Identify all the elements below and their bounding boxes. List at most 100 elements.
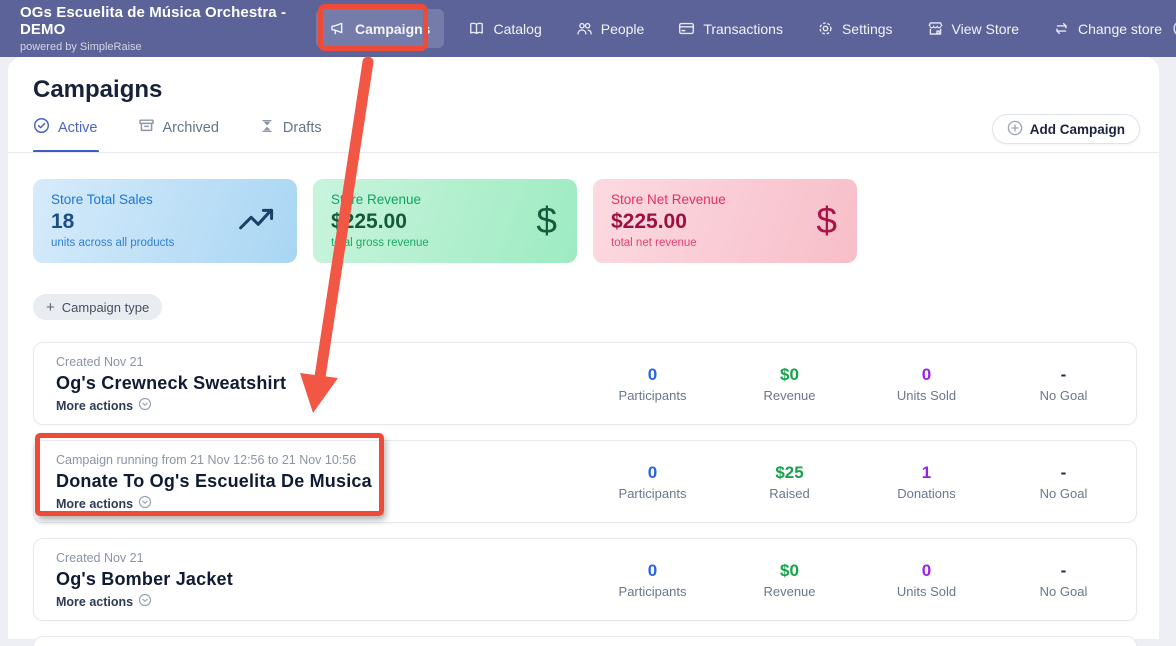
stat-participants: 0 Participants	[618, 560, 687, 599]
more-actions-button[interactable]: More actions	[56, 495, 372, 512]
more-actions-label: More actions	[56, 496, 134, 511]
account-icon[interactable]	[1172, 19, 1176, 38]
gear-icon	[817, 20, 834, 37]
stat-card-value: $225.00	[331, 210, 407, 233]
campaign-row-partial	[33, 636, 1137, 646]
nav-item-campaigns[interactable]: Campaigns	[316, 9, 445, 48]
stat-revenue: $0 Revenue	[763, 364, 816, 403]
store-revenue-card: Store Revenue $225.00 total gross revenu…	[313, 179, 577, 263]
main-nav: Campaigns Catalog People Transactions Se…	[316, 9, 1172, 48]
nav-item-catalog[interactable]: Catalog	[458, 12, 551, 45]
stat-card-subtitle: total gross revenue	[331, 237, 429, 249]
stat-card-title: Store Revenue	[331, 192, 422, 207]
nav-item-settings[interactable]: Settings	[807, 12, 903, 45]
campaign-meta: Created Nov 21	[56, 551, 144, 565]
campaign-title: Donate To Og's Escuelita De Musica	[56, 471, 372, 491]
store-total-sales-card: Store Total Sales 18 units across all pr…	[33, 179, 297, 263]
stat-card-subtitle: units across all products	[51, 237, 175, 249]
stat-goal: - No Goal	[1039, 560, 1088, 599]
nav-item-label: Transactions	[703, 20, 783, 37]
store-stats-row: Store Total Sales 18 units across all pr…	[33, 179, 857, 263]
tab-drafts[interactable]: Drafts	[259, 117, 322, 138]
campaign-meta: Campaign running from 21 Nov 12:56 to 21…	[56, 453, 357, 467]
main-panel: Campaigns Active Archived Drafts Add Cam…	[8, 57, 1159, 646]
nav-item-label: Campaigns	[355, 20, 431, 37]
campaign-row-crewneck-sweatshirt[interactable]: Created Nov 21 Og's Crewneck Sweatshirt …	[33, 342, 1137, 425]
nav-item-label: Settings	[841, 20, 893, 37]
megaphone-icon	[330, 20, 347, 37]
campaign-type-filter-label: Campaign type	[61, 299, 150, 315]
tab-active[interactable]: Active	[33, 117, 98, 138]
more-actions-label: More actions	[56, 594, 134, 609]
check-circle-icon	[33, 117, 50, 138]
active-tab-underline	[33, 150, 99, 153]
campaign-stats: 0 Participants $0 Revenue 0 Units Sold - No …	[584, 539, 1132, 620]
stat-goal: - No Goal	[1039, 364, 1088, 403]
credit-card-icon	[678, 20, 695, 37]
more-actions-button[interactable]: More actions	[56, 593, 233, 610]
nav-item-label: Change store	[1078, 20, 1163, 37]
campaign-tabs: Active Archived Drafts	[33, 117, 322, 138]
store-title: OGs Escuelita de Música Orchestra - DEMO	[20, 4, 287, 38]
tab-label: Drafts	[282, 119, 322, 136]
campaign-title: Og's Bomber Jacket	[56, 569, 233, 589]
chevron-down-circle-icon	[138, 593, 152, 610]
nav-right-icons	[1172, 19, 1176, 38]
stat-card-value: 18	[51, 210, 75, 233]
campaign-meta: Created Nov 21	[56, 355, 144, 369]
top-navbar: OGs Escuelita de Música Orchestra - DEMO…	[0, 0, 1176, 57]
campaign-info: Created Nov 21 Og's Crewneck Sweatshirt …	[56, 355, 286, 414]
stat-goal: - No Goal	[1039, 462, 1088, 501]
stat-units-sold: 0 Units Sold	[896, 560, 957, 599]
campaign-stats: 0 Participants $25 Raised 1 Donations - No G…	[584, 441, 1132, 522]
swap-icon	[1053, 20, 1070, 37]
tab-archived[interactable]: Archived	[138, 117, 219, 138]
dollar-icon: $	[536, 200, 557, 241]
stat-revenue: $0 Revenue	[763, 560, 816, 599]
stat-participants: 0 Participants	[618, 462, 687, 501]
campaign-row-donate-escuelita[interactable]: Campaign running from 21 Nov 12:56 to 21…	[33, 440, 1137, 523]
stat-card-subtitle: total net revenue	[611, 237, 697, 249]
chevron-down-circle-icon	[138, 495, 152, 512]
nav-item-view-store[interactable]: View Store	[917, 12, 1029, 45]
hourglass-icon	[259, 118, 275, 138]
trend-up-icon	[237, 205, 277, 238]
archive-icon	[138, 117, 155, 138]
campaign-type-filter-button[interactable]: + Campaign type	[33, 294, 163, 320]
nav-item-transactions[interactable]: Transactions	[668, 12, 793, 45]
plus-circle-icon	[1007, 120, 1023, 139]
storefront-icon	[927, 20, 944, 37]
tab-label: Archived	[162, 119, 219, 136]
nav-item-label: People	[600, 20, 645, 37]
tabs-divider	[8, 152, 1159, 153]
stat-units-sold: 0 Units Sold	[896, 364, 957, 403]
store-net-revenue-card: Store Net Revenue $225.00 total net reve…	[593, 179, 857, 263]
page-title: Campaigns	[33, 76, 163, 103]
campaign-info: Campaign running from 21 Nov 12:56 to 21…	[56, 453, 372, 512]
people-icon	[576, 20, 593, 37]
book-icon	[468, 20, 485, 37]
store-subtitle: powered by SimpleRaise	[20, 41, 142, 53]
nav-item-change-store[interactable]: Change store	[1043, 12, 1172, 45]
stat-raised: $25 Raised	[769, 462, 810, 501]
stat-card-value: $225.00	[611, 210, 687, 233]
campaign-title: Og's Crewneck Sweatshirt	[56, 373, 287, 393]
tab-label: Active	[58, 119, 98, 136]
stat-card-title: Store Net Revenue	[611, 192, 726, 207]
stat-participants: 0 Participants	[618, 364, 687, 403]
add-campaign-button[interactable]: Add Campaign	[991, 114, 1140, 144]
campaign-row-bomber-jacket[interactable]: Created Nov 21 Og's Bomber Jacket More a…	[33, 538, 1137, 621]
dollar-icon: $	[816, 200, 837, 241]
campaign-info: Created Nov 21 Og's Bomber Jacket More a…	[56, 551, 233, 610]
add-campaign-label: Add Campaign	[1029, 121, 1125, 137]
plus-icon: +	[46, 298, 55, 316]
store-brand: OGs Escuelita de Música Orchestra - DEMO…	[20, 4, 316, 53]
stat-card-title: Store Total Sales	[51, 192, 153, 207]
more-actions-button[interactable]: More actions	[56, 397, 286, 414]
nav-item-people[interactable]: People	[566, 12, 655, 45]
stat-donations: 1 Donations	[897, 462, 956, 501]
nav-item-label: View Store	[951, 20, 1019, 37]
chevron-down-circle-icon	[138, 397, 152, 414]
campaign-list: Created Nov 21 Og's Crewneck Sweatshirt …	[33, 342, 1137, 646]
campaign-stats: 0 Participants $0 Revenue 0 Units Sold - No …	[584, 343, 1132, 424]
